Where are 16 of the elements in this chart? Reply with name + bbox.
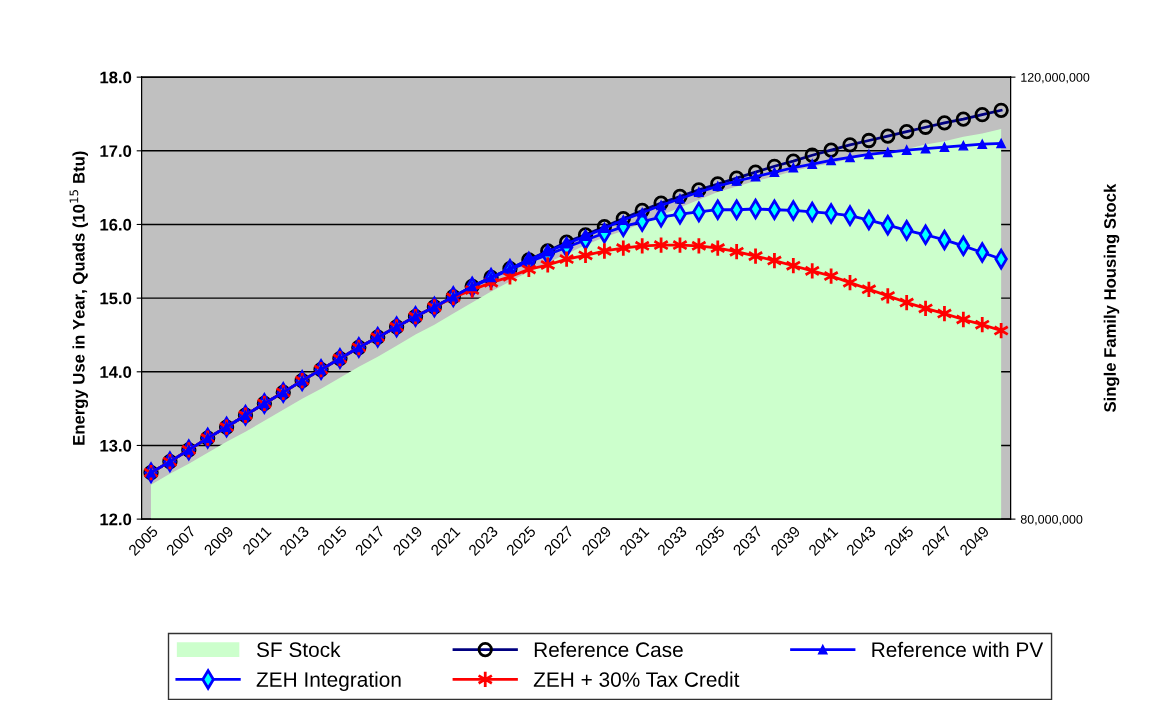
y-axis-title: Energy Use in Year, Quads (10$^{15}$ Btu): [69, 151, 89, 445]
y-tick-label: 16.0: [100, 218, 132, 231]
y2-axis-title: Single Family Housing Stock: [1103, 183, 1120, 413]
y-tick-label: 17.0: [100, 145, 132, 158]
y-tick-label: 15.0: [100, 292, 132, 305]
y-tick-label: 13.0: [100, 439, 132, 452]
y-tick-label: 12.0: [100, 513, 132, 526]
legend-label: SF Stock: [256, 641, 341, 658]
y-tick-label: 18.0: [100, 71, 132, 84]
legend-label: Reference Case: [534, 641, 683, 658]
legend-label: ZEH Integration: [256, 671, 401, 692]
legend-label: ZEH + 30% Tax Credit: [533, 671, 740, 687]
legend-label: Reference with PV: [872, 641, 1044, 658]
y2-tick-label: 80,000,000: [1020, 514, 1083, 526]
y2-tick-label: 120,000,000: [1021, 72, 1090, 84]
y-tick-label: 14.0: [100, 366, 132, 378]
